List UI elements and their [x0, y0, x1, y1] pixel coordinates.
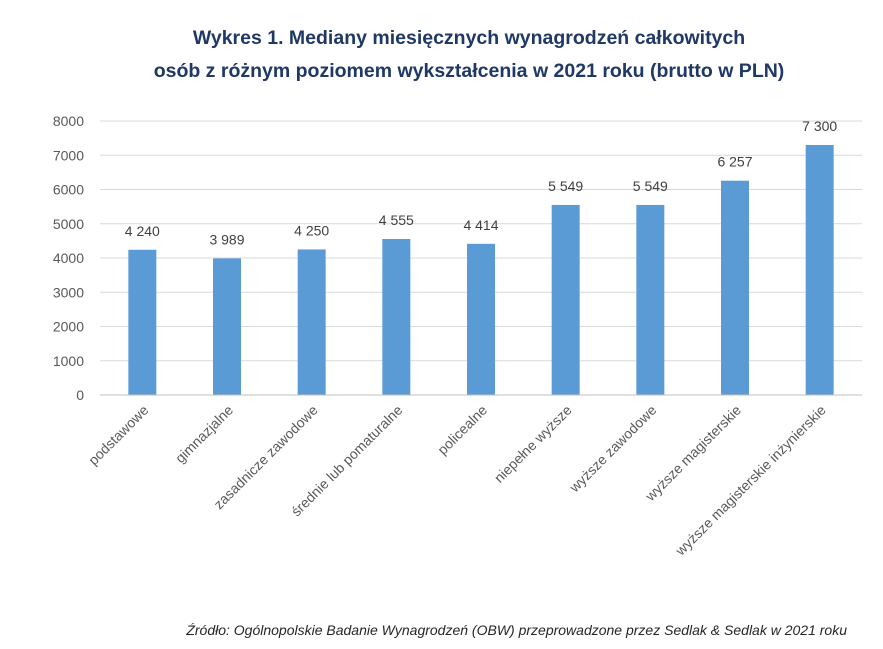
- category-label: gimnazjalne: [172, 402, 236, 466]
- y-tick-label: 8000: [53, 113, 84, 129]
- bar-9: [805, 144, 834, 395]
- bar-6: [551, 204, 580, 395]
- y-tick-label: 1000: [53, 353, 84, 369]
- chart-title-line-2: osób z różnym poziomem wykształcenia w 2…: [154, 60, 785, 82]
- bar-8: [721, 180, 749, 395]
- y-tick-label: 4000: [53, 250, 84, 266]
- y-tick-label: 5000: [53, 216, 84, 232]
- data-label: 4 250: [294, 222, 329, 238]
- y-tick-label: 3000: [53, 284, 84, 300]
- source-note: Źródło: Ogólnopolskie Badanie Wynagrodze…: [186, 622, 847, 638]
- bar-1: [128, 249, 157, 395]
- chart-title: Wykres 1. Mediany miesięcznych wynagrodz…: [154, 27, 785, 82]
- data-label: 3 989: [209, 231, 244, 247]
- y-tick-label: 7000: [53, 147, 84, 163]
- data-label: 7 300: [802, 118, 837, 134]
- chart-title-line-1: Wykres 1. Mediany miesięcznych wynagrodz…: [193, 27, 745, 49]
- data-label: 5 549: [548, 178, 583, 194]
- data-label: 6 257: [717, 154, 752, 170]
- y-tick-label: 2000: [53, 319, 84, 335]
- y-tick-label: 0: [76, 387, 84, 403]
- bars: [128, 144, 834, 395]
- category-label: wyższe zawodowe: [565, 402, 659, 496]
- category-label: wyższe magisterskie inżynierskie: [672, 402, 829, 559]
- category-label: podstawowe: [85, 402, 151, 468]
- data-label: 5 549: [633, 178, 668, 194]
- bar-4: [382, 238, 411, 395]
- bar-7: [636, 204, 665, 395]
- data-label: 4 555: [379, 212, 414, 228]
- category-label: policealne: [434, 402, 490, 458]
- bar-3: [297, 249, 326, 395]
- data-labels: 4 240 3 989 4 250 4 555 4 414 5 549 5 549 6 257…: [125, 118, 838, 247]
- y-tick-label: 6000: [53, 182, 84, 198]
- data-label: 4 240: [125, 223, 160, 239]
- y-axis-ticks: 0 1000 2000 3000 4000 5000 6000 7000 8000: [53, 113, 84, 403]
- category-label: niepełne wyższe: [491, 402, 575, 486]
- bar-5: [467, 243, 495, 395]
- bar-2: [213, 258, 241, 395]
- data-label: 4 414: [463, 217, 498, 233]
